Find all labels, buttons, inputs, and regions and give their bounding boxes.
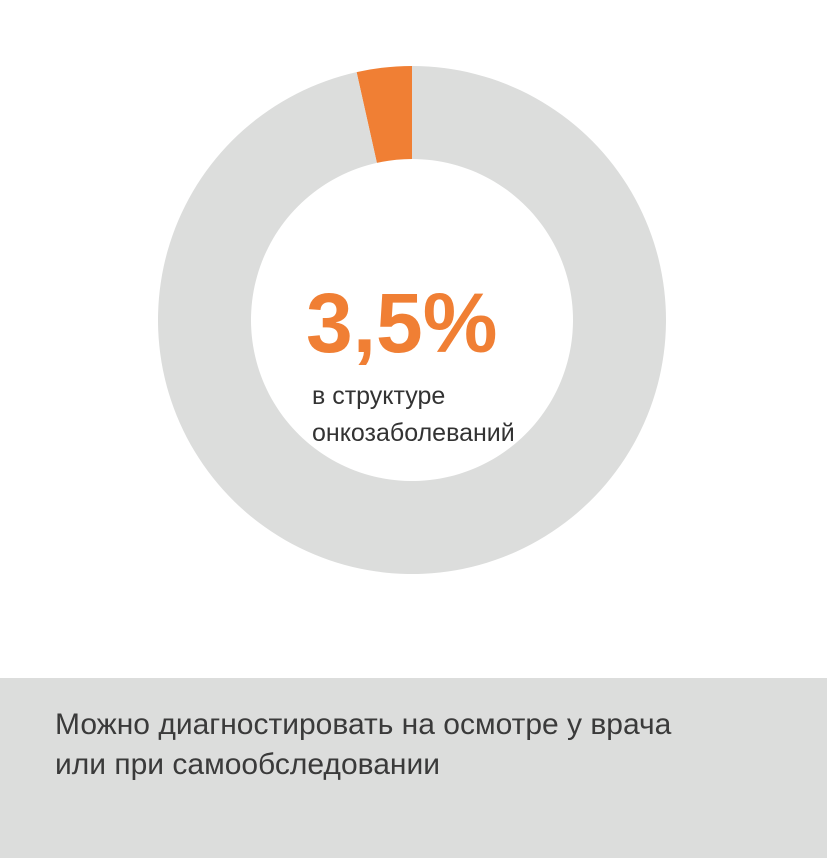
subtitle: в структуре bbox=[312, 382, 445, 410]
donut-segment bbox=[356, 66, 412, 163]
footer-text: Можно диагностировать на осмотре у врача bbox=[55, 708, 672, 741]
subtitle: онкозаболеваний bbox=[312, 419, 515, 447]
value-label: 3,5% bbox=[306, 276, 497, 370]
donut-segment bbox=[158, 66, 666, 574]
footer-band bbox=[0, 678, 827, 858]
footer-text: или при самообследовании bbox=[55, 748, 440, 781]
donut-chart bbox=[158, 66, 666, 574]
